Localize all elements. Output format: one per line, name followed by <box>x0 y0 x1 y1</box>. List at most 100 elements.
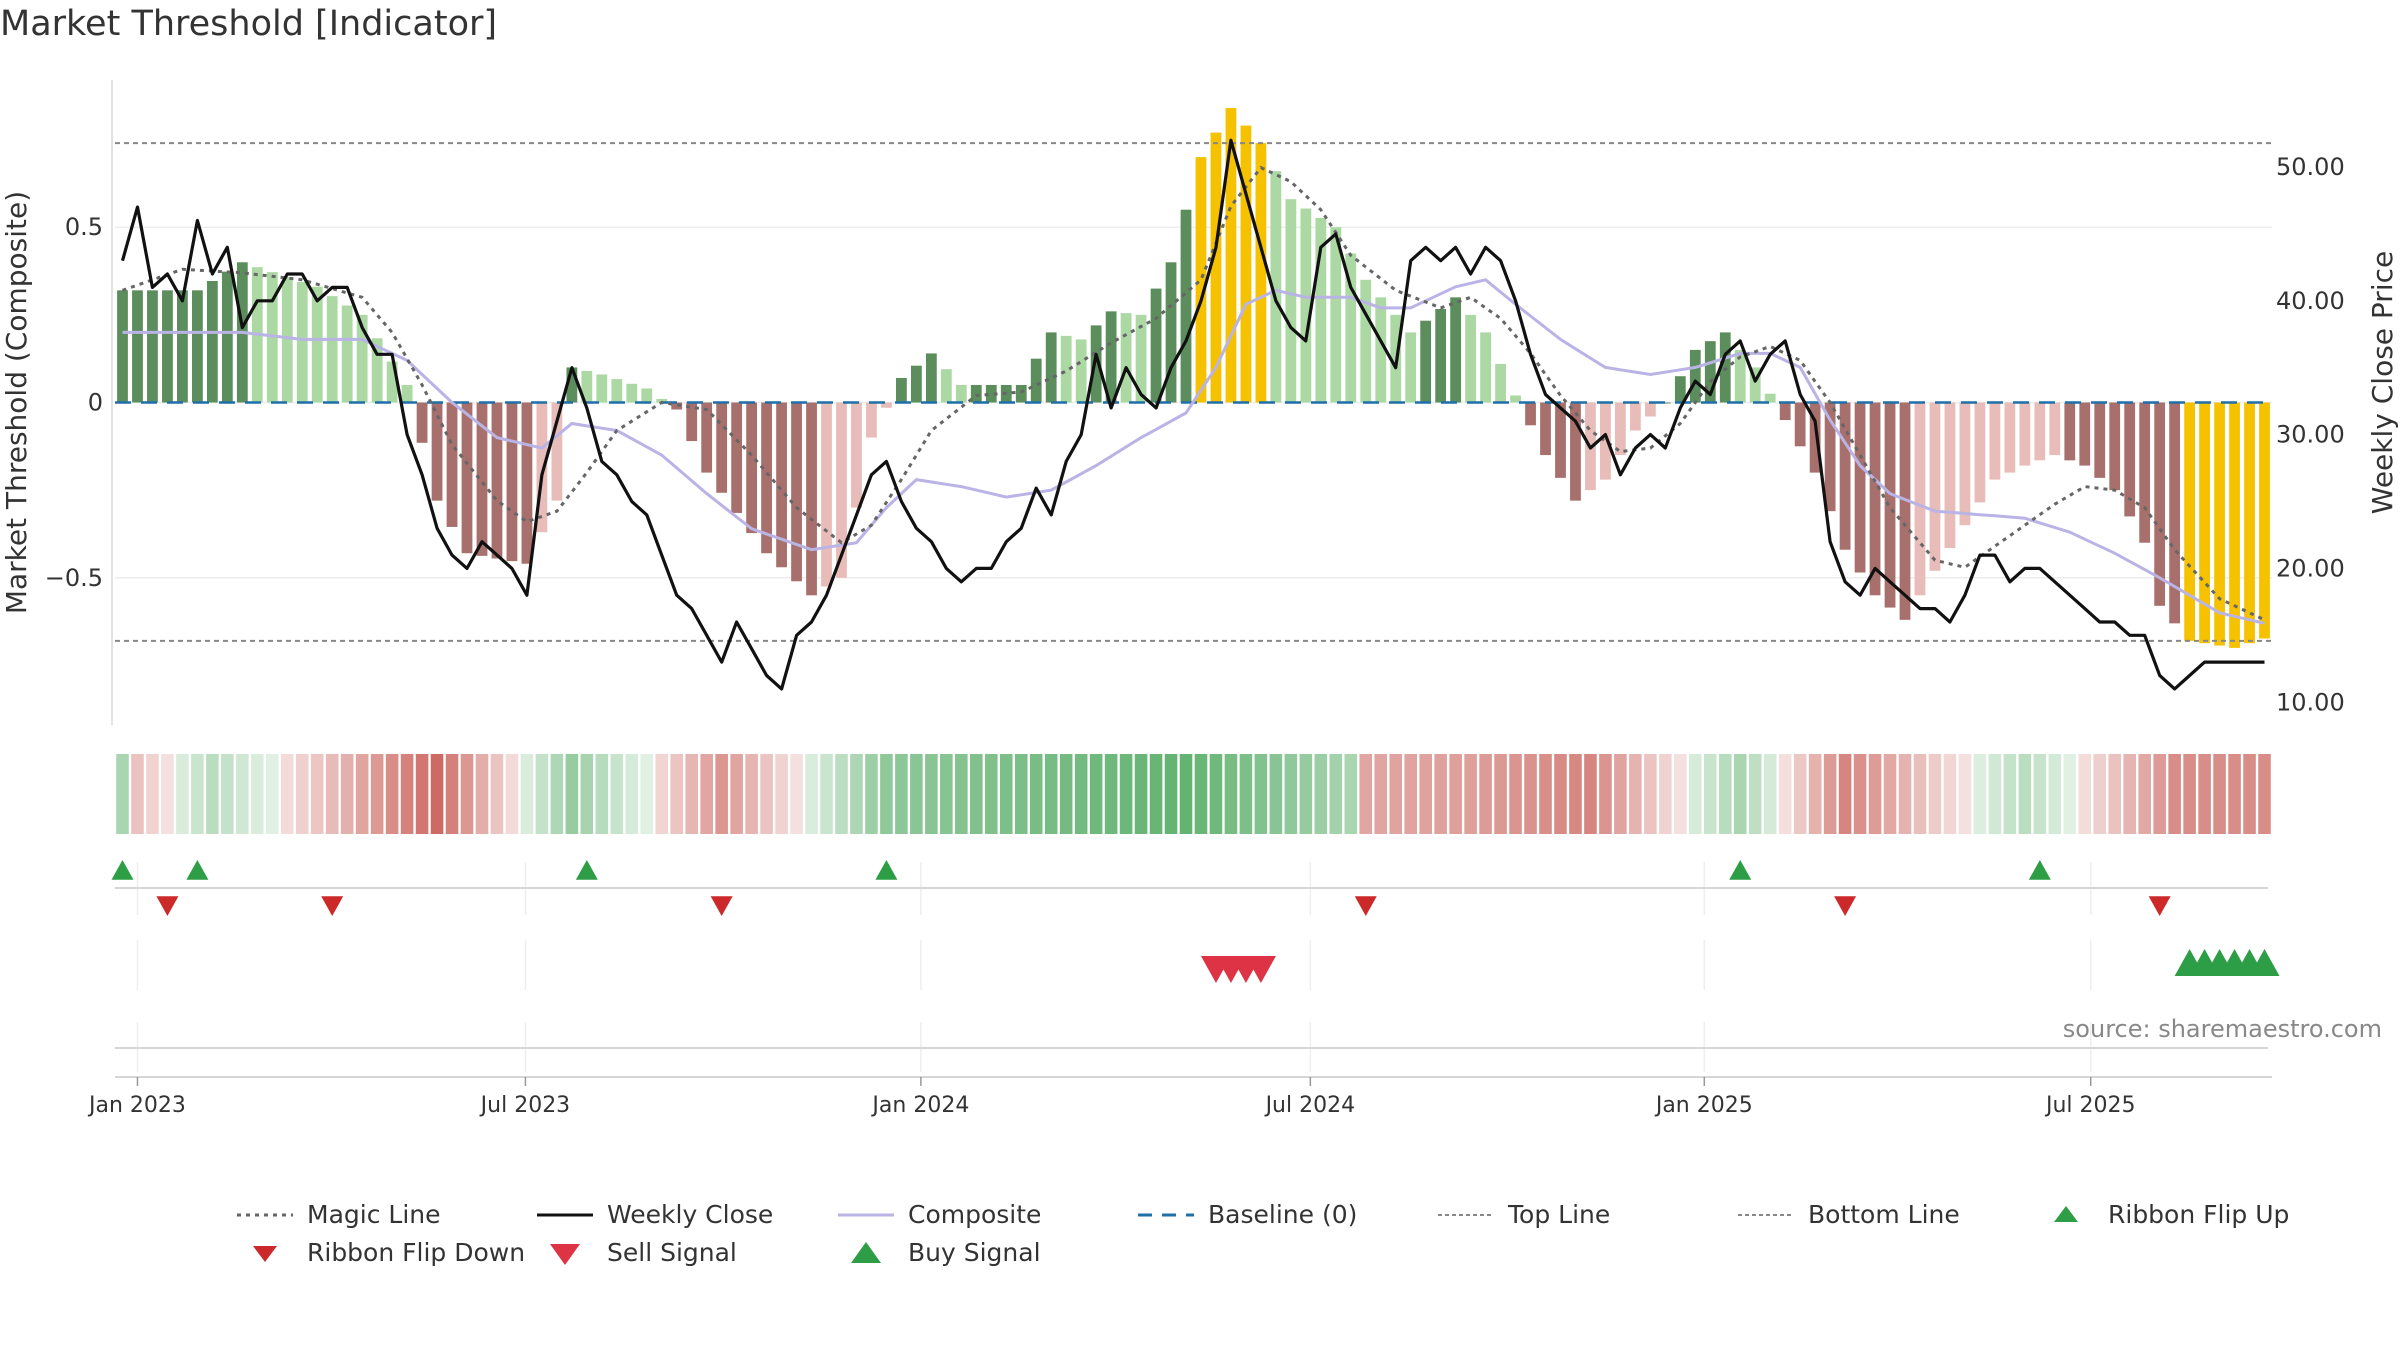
composite-bar <box>506 402 518 562</box>
ribbon-cell <box>1958 754 1972 834</box>
ribbon-cell <box>1149 754 1163 834</box>
composite-bar <box>117 290 128 403</box>
legend-buy-signal: Buy Signal <box>836 1238 1041 1267</box>
composite-bar <box>1120 313 1132 403</box>
legend-top-line: Top Line <box>1436 1200 1610 1229</box>
x-tick-label: Jan 2023 <box>87 1093 186 1118</box>
composite-bar <box>701 402 713 473</box>
ribbon-cell <box>1808 754 1822 834</box>
y-tick-label: 0 <box>88 389 103 417</box>
legend-label: Buy Signal <box>908 1238 1041 1267</box>
ribbon-cell <box>940 754 953 834</box>
ribbon-cell <box>1254 754 1268 834</box>
ribbon-cell <box>1689 754 1702 834</box>
ribbon-cell <box>385 754 399 834</box>
x-tick-label: Jul 2024 <box>1264 1093 1356 1118</box>
composite-bar <box>2199 402 2210 644</box>
composite-bar <box>536 402 548 533</box>
ribbon-cell <box>1823 754 1837 834</box>
composite-bar <box>1764 393 1776 403</box>
ribbon-cell <box>1344 754 1358 834</box>
x-tick-label: Jan 2024 <box>870 1093 969 1118</box>
ribbon-cell <box>131 754 144 834</box>
composite-bar <box>311 286 323 403</box>
composite-bar <box>2214 402 2225 646</box>
legend-label: Bottom Line <box>1808 1200 1960 1229</box>
line-layer <box>115 138 2272 691</box>
ribbon-cell <box>415 754 429 834</box>
ribbon-cell <box>2108 754 2122 834</box>
y-tick-label: −0.5 <box>45 564 103 592</box>
legend-label: Weekly Close <box>607 1200 774 1229</box>
composite-bar <box>836 402 847 578</box>
buy-signal-marker <box>2249 949 2280 976</box>
composite-bar <box>1345 253 1357 403</box>
ribbon-cell <box>2213 754 2226 834</box>
ribbon-cell <box>2078 754 2092 834</box>
composite-bar <box>1195 157 1207 403</box>
ribbon-cell <box>595 754 609 834</box>
ribbon-cell <box>745 754 758 834</box>
ribbon-flip-up-marker <box>2028 860 2051 880</box>
ribbon-cell <box>1973 754 1987 834</box>
ribbon-cell <box>1569 754 1582 834</box>
ribbon-cell <box>2138 754 2151 834</box>
legend-label: Ribbon Flip Down <box>307 1238 526 1267</box>
composite-bar <box>521 402 533 564</box>
weekly-close-line <box>120 138 2265 691</box>
ribbon-cell <box>1059 754 1073 834</box>
composite-bar <box>1090 325 1102 403</box>
ribbon-cell <box>1089 754 1103 834</box>
ribbon-cell <box>236 754 249 834</box>
ribbon-cell <box>295 754 309 834</box>
composite-bar <box>491 402 503 559</box>
ribbon-cell <box>1044 754 1058 834</box>
ribbon-cell <box>565 754 579 834</box>
ribbon-cell <box>1898 754 1912 834</box>
legend-magic-line: Magic Line <box>235 1200 441 1229</box>
ribbon-cell <box>1239 754 1253 834</box>
ribbon-cell <box>1029 754 1043 834</box>
composite-bar <box>2169 402 2181 624</box>
ribbon-cell <box>475 754 489 834</box>
composite-bar <box>356 314 368 403</box>
ribbon-flip-down-marker <box>2148 896 2171 916</box>
composite-bar <box>371 338 383 403</box>
composite-bar <box>1060 335 1072 403</box>
composite-bar <box>2034 402 2046 461</box>
legend-label: Composite <box>908 1200 1042 1229</box>
ribbon-cell <box>2258 754 2271 834</box>
composite-bar <box>2229 402 2240 648</box>
composite-bar <box>1779 402 1791 421</box>
ribbon-cell <box>970 754 983 834</box>
composite-bar <box>1300 208 1312 403</box>
composite-bar <box>1225 108 1237 403</box>
ribbon-flip-up-marker <box>111 860 134 880</box>
ribbon-cell <box>535 754 549 834</box>
composite-bar <box>596 374 608 403</box>
composite-bar <box>2079 402 2091 466</box>
ribbon-cell <box>445 754 459 834</box>
composite-bar <box>2109 402 2121 491</box>
composite-bar <box>686 402 698 442</box>
composite-bar <box>1315 217 1327 403</box>
composite-bar <box>1540 402 1551 456</box>
composite-bar <box>1150 288 1162 403</box>
composite-bar <box>716 402 728 493</box>
ribbon-cell <box>1659 754 1672 834</box>
ribbon-flip-down-marker <box>710 896 733 916</box>
ribbon-cell <box>2168 754 2181 834</box>
signal-panels <box>111 860 2280 1078</box>
ribbon-flip-down-marker <box>1354 896 1377 916</box>
legend-label: Top Line <box>1508 1200 1611 1229</box>
composite-bar <box>296 281 308 403</box>
ribbon-cell <box>850 754 863 834</box>
legend-magic-line-swatch <box>237 1213 293 1216</box>
composite-bar <box>1510 395 1521 403</box>
ribbon-cell <box>2048 754 2062 834</box>
ribbon-cell <box>2183 754 2196 834</box>
ribbon-cell <box>1554 754 1567 834</box>
composite-bar <box>1615 402 1626 456</box>
y2-tick-label: 40.00 <box>2276 287 2345 315</box>
composite-bar <box>1839 402 1851 550</box>
